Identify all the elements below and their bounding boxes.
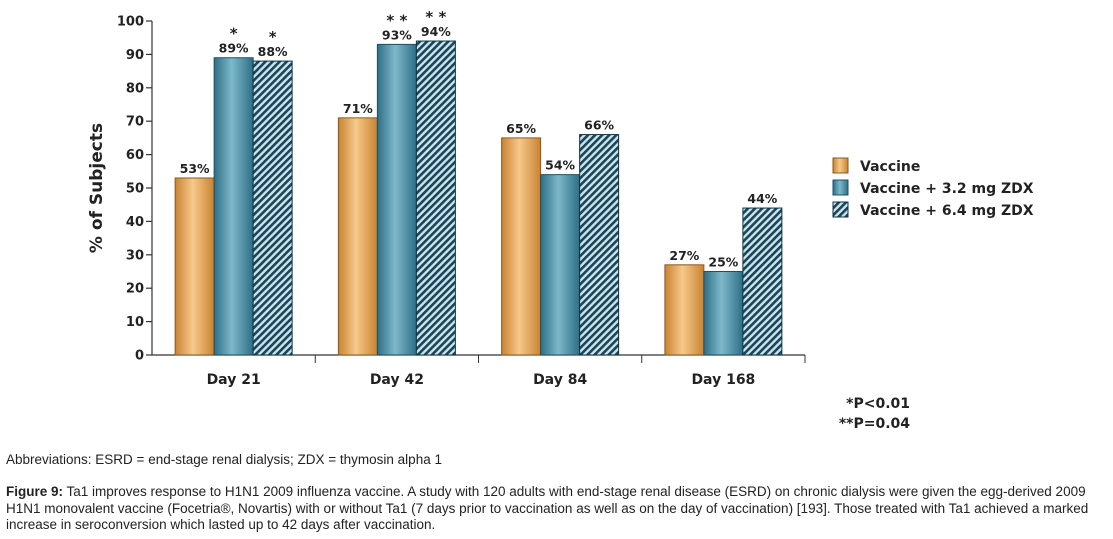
abbreviations-note: Abbreviations: ESRD = end-stage renal di…	[6, 452, 442, 467]
axes: 0 10 20 30 40 50 60 70 80 90 100 Day 21 Day 42 Day 84…	[117, 15, 806, 388]
data-label: 53%	[180, 161, 210, 176]
bar	[213, 57, 254, 356]
figure-caption: Figure 9: Ta1 improves response to H1N1 …	[6, 484, 1106, 534]
legend-label: Vaccine + 6.4 mg ZDX	[860, 203, 1034, 219]
significance-notes: *P<0.01 **P=0.04	[839, 396, 910, 432]
bar	[174, 177, 215, 356]
bar	[501, 137, 542, 356]
data-label: 89%	[219, 41, 249, 56]
x-tick-label: Day 42	[370, 372, 424, 388]
y-tick-label: 70	[126, 115, 144, 130]
y-tick-label: 0	[135, 349, 144, 364]
y-tick-label: 90	[126, 48, 144, 63]
bar	[703, 271, 744, 356]
data-label: 27%	[669, 248, 699, 263]
data-label: 71%	[343, 101, 373, 116]
data-label: 66%	[584, 118, 614, 133]
data-label: 94%	[421, 24, 451, 39]
bars	[174, 40, 783, 356]
x-tick-label: Day 168	[691, 372, 755, 388]
y-tick-label: 20	[126, 282, 144, 297]
bar	[337, 117, 378, 356]
significance-note: *P<0.01	[846, 396, 910, 412]
data-label: 65%	[506, 121, 536, 136]
y-tick-label: 100	[117, 15, 144, 30]
significance-note: **P=0.04	[839, 416, 910, 432]
data-label: 44%	[747, 191, 777, 206]
y-tick-label: 30	[126, 248, 144, 263]
caption-text: Ta1 improves response to H1N1 2009 influ…	[6, 484, 1089, 532]
legend-swatch	[832, 157, 849, 174]
y-tick-label: 50	[126, 182, 144, 197]
bar	[742, 207, 783, 356]
significance-star: * *	[425, 8, 446, 26]
data-label: 93%	[382, 27, 412, 42]
y-tick-label: 10	[126, 315, 144, 330]
figure-label: Figure 9:	[6, 484, 64, 499]
legend-swatch	[832, 201, 849, 218]
significance-star: *	[230, 25, 238, 43]
bar	[252, 60, 293, 356]
y-tick-label: 40	[126, 215, 144, 230]
significance-star: * *	[386, 11, 407, 29]
y-tick-label: 60	[126, 148, 144, 163]
bar	[664, 264, 705, 356]
bar	[376, 43, 417, 356]
data-label: 54%	[545, 158, 575, 173]
y-axis-label: % of Subjects	[87, 123, 107, 253]
legend-swatch	[832, 179, 849, 196]
legend: Vaccine Vaccine + 3.2 mg ZDX Vaccine + 6.4…	[832, 157, 1034, 219]
legend-label: Vaccine	[860, 159, 920, 175]
x-tick-label: Day 21	[207, 372, 261, 388]
data-label: 88%	[258, 44, 288, 59]
data-label: 25%	[708, 255, 738, 270]
bar	[415, 40, 456, 356]
bar	[579, 134, 620, 356]
x-tick-label: Day 84	[533, 372, 587, 388]
significance-star: *	[269, 28, 277, 46]
bar	[540, 174, 581, 356]
data-labels: 53%89%*88%*71%93%* *94%* *65%54%66%27% 25…	[180, 8, 778, 269]
bar-chart: 0 10 20 30 40 50 60 70 80 90 100 Day 21 Day 42 Day 84…	[87, 8, 1034, 432]
y-tick-label: 80	[126, 81, 144, 96]
legend-label: Vaccine + 3.2 mg ZDX	[860, 181, 1034, 197]
